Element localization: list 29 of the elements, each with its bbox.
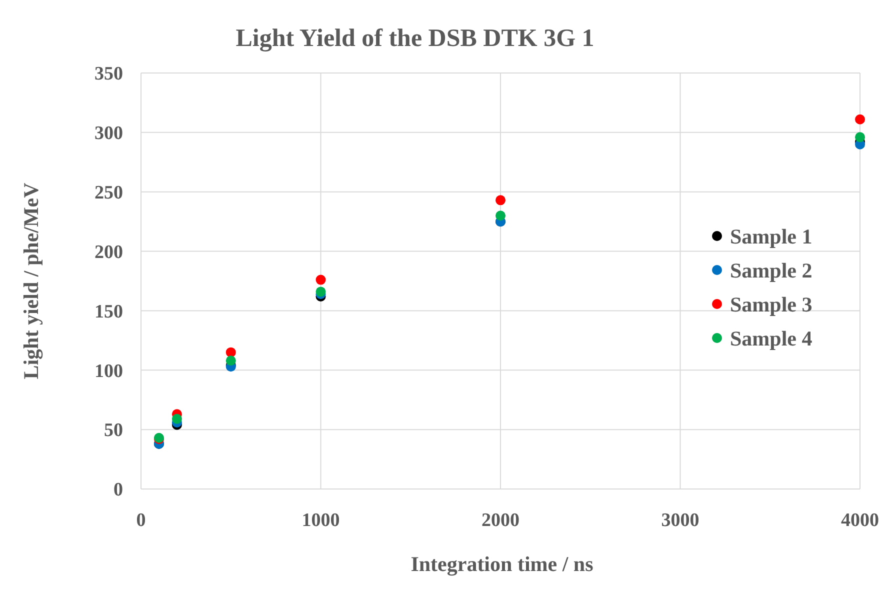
x-tick-label: 1000 — [302, 510, 340, 531]
y-tick-label: 200 — [94, 242, 123, 263]
y-tick-label: 350 — [94, 64, 123, 85]
x-tick-label: 2000 — [482, 510, 520, 531]
point — [496, 210, 506, 221]
point — [496, 195, 506, 206]
x-tick-label: 3000 — [661, 510, 700, 531]
point — [316, 286, 326, 297]
legend-label: Sample 2 — [730, 258, 812, 282]
y-tick-label: 100 — [94, 360, 123, 382]
y-axis-title: Light yield / phe/MeV — [19, 182, 43, 380]
legend-label: Sample 3 — [730, 292, 812, 316]
point — [172, 414, 182, 424]
legend-label: Sample 1 — [730, 224, 812, 248]
y-tick-label: 300 — [94, 123, 123, 144]
y-tick-label: 50 — [104, 420, 123, 442]
legend-label: Sample 4 — [730, 326, 813, 350]
y-tick-label: 250 — [94, 182, 123, 204]
x-tick-label: 0 — [136, 510, 146, 531]
point — [226, 356, 236, 366]
point — [855, 132, 865, 142]
chart-title: Light Yield of the DSB DTK 3G 1 — [236, 25, 594, 52]
x-tick-label: 4000 — [841, 510, 879, 531]
y-tick-label: 0 — [114, 480, 123, 501]
point — [855, 114, 865, 124]
point — [226, 347, 236, 358]
point — [316, 274, 326, 285]
y-tick-label: 150 — [94, 301, 123, 322]
x-axis-title: Integration time / ns — [410, 552, 594, 576]
